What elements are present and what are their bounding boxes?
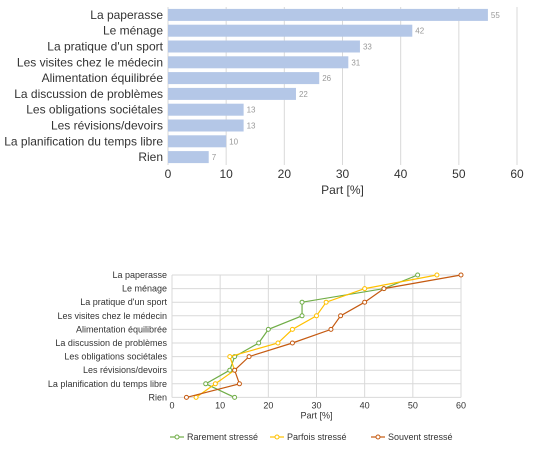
legend-label: Rarement stressé: [187, 432, 258, 442]
x-tick-label: 20: [263, 400, 273, 410]
legend-label: Souvent stressé: [388, 432, 453, 442]
category-label: La discussion de problèmes: [14, 87, 163, 101]
x-tick-label: 30: [311, 400, 321, 410]
category-label: La pratique d'un sport: [80, 297, 167, 307]
category-label: Le ménage: [122, 284, 167, 294]
x-tick-label: 50: [452, 167, 466, 181]
category-label: La planification du temps libre: [48, 379, 167, 389]
series-line: [204, 274, 418, 398]
data-label: 7: [212, 153, 217, 162]
x-tick-label: 0: [165, 167, 172, 181]
category-label: Rien: [148, 392, 167, 402]
bar: [168, 151, 209, 164]
data-point: [256, 340, 262, 346]
bar: [168, 87, 296, 100]
data-label: 33: [363, 43, 372, 52]
data-point: [236, 381, 242, 387]
category-label: La pratique d'un sport: [47, 40, 163, 54]
data-point: [265, 326, 271, 332]
data-point: [232, 394, 238, 400]
category-label: La discussion de problèmes: [55, 338, 167, 348]
x-tick-label: 40: [360, 400, 370, 410]
category-label: Les révisions/devoirs: [51, 119, 163, 133]
data-point: [299, 299, 305, 305]
data-point: [314, 313, 319, 319]
data-point: [338, 313, 344, 319]
bar: [168, 135, 227, 148]
bar: [168, 119, 244, 132]
data-point: [299, 313, 305, 319]
data-label: 13: [247, 106, 256, 115]
series-line: [186, 274, 462, 398]
data-point: [212, 381, 218, 387]
x-tick-label: 20: [278, 167, 292, 181]
data-point: [415, 272, 421, 278]
data-point: [183, 394, 189, 400]
data-point: [362, 299, 368, 305]
category-label: Alimentation équilibrée: [42, 71, 164, 85]
legend-marker: [174, 434, 180, 440]
category-label: La paperasse: [112, 270, 167, 280]
data-label: 10: [229, 137, 238, 146]
legend-marker: [274, 434, 280, 440]
data-point: [227, 367, 233, 373]
bar: [168, 24, 413, 37]
category-label: Les visites chez le médecin: [17, 55, 163, 69]
x-tick-label: 30: [336, 167, 350, 181]
data-point: [193, 394, 199, 400]
data-point: [381, 286, 387, 292]
x-tick-label: 60: [456, 400, 466, 410]
data-point: [362, 286, 368, 292]
data-point: [434, 272, 440, 278]
data-point: [232, 367, 238, 373]
data-label: 22: [299, 90, 308, 99]
data-label: 13: [247, 122, 256, 131]
bar: [168, 40, 360, 53]
category-label: Alimentation équilibrée: [76, 324, 167, 334]
category-label: Les visites chez le médecin: [57, 311, 167, 321]
series-line: [195, 274, 438, 398]
legend-label: Parfois stressé: [287, 432, 347, 442]
category-label: La paperasse: [90, 8, 163, 22]
data-point: [227, 354, 233, 360]
data-point: [289, 340, 295, 346]
category-label: Les obligations sociétales: [26, 103, 163, 117]
x-tick-label: 60: [510, 167, 524, 181]
x-tick-label: 10: [219, 167, 233, 181]
category-label: La planification du temps libre: [4, 134, 163, 148]
data-label: 55: [491, 11, 500, 20]
x-tick-label: 40: [394, 167, 408, 181]
data-point: [203, 381, 209, 387]
data-point: [328, 326, 334, 332]
category-label: Les obligations sociétales: [64, 352, 167, 362]
data-point: [458, 272, 464, 278]
x-tick-label: 10: [215, 400, 225, 410]
x-tick-label: 50: [408, 400, 418, 410]
x-tick-label: 0: [169, 400, 174, 410]
data-point: [275, 340, 281, 346]
data-label: 31: [351, 58, 360, 67]
x-axis-title: Part [%]: [321, 183, 364, 197]
data-point: [246, 354, 252, 360]
data-point: [323, 299, 329, 305]
bar: [168, 72, 320, 85]
category-label: Le ménage: [103, 24, 163, 38]
data-point: [289, 326, 295, 332]
x-axis-title: Part [%]: [300, 410, 332, 420]
legend-marker: [375, 434, 381, 440]
category-label: Rien: [138, 150, 163, 164]
bar: [168, 8, 488, 21]
data-label: 42: [415, 27, 424, 36]
category-label: Les révisions/devoirs: [83, 365, 168, 375]
bar: [168, 103, 244, 116]
data-label: 26: [322, 74, 331, 83]
bar: [168, 56, 349, 69]
